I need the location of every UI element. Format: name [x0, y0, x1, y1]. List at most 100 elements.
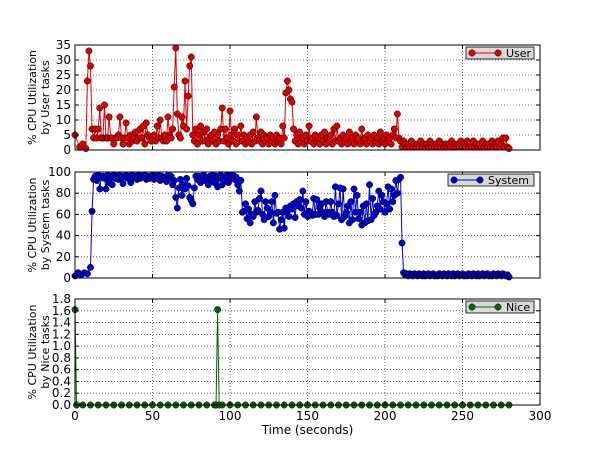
data-point-user-11 [94, 125, 102, 133]
data-point-system-178 [355, 215, 363, 223]
ylabel-nice-line-0: % CPU Utilization [26, 305, 39, 400]
data-point-system-60 [172, 193, 180, 201]
data-point-system-168 [339, 185, 347, 193]
data-point-system-11 [96, 185, 104, 193]
data-point-system-108 [246, 219, 254, 227]
ytick-label-nice-6: 1.2 [52, 327, 71, 341]
ytick-label-nice-4: 0.8 [52, 351, 71, 365]
ytick-label-system-1: 20 [56, 250, 71, 264]
data-point-user-192 [376, 128, 384, 136]
data-point-user-55 [164, 113, 172, 121]
xtick-label-nice-5: 250 [451, 409, 474, 423]
data-point-user-90 [218, 104, 226, 112]
data-point-system-179 [356, 208, 364, 216]
legend-marker-right-user [494, 49, 502, 57]
data-point-user-60 [172, 44, 180, 52]
ytick-label-user-6: 30 [56, 53, 71, 67]
xtick-label-nice-4: 200 [374, 409, 397, 423]
data-point-user-203 [393, 110, 401, 118]
ylabel-user-line-1: by User tasks [39, 60, 52, 135]
panel-nice: 0.00.20.40.60.81.01.21.41.61.8 0 50 100 150 2… [26, 292, 551, 437]
data-point-system-61 [173, 204, 181, 212]
data-point-system-175 [350, 185, 358, 193]
data-point-user-71 [189, 131, 197, 139]
ytick-label-nice-8: 1.6 [52, 304, 71, 318]
data-point-user-63 [176, 134, 184, 142]
data-point-system-174 [349, 216, 356, 224]
data-point-system-205 [397, 173, 404, 181]
data-point-user-21 [110, 140, 118, 148]
data-point-user-160 [327, 131, 335, 139]
data-point-user-70 [187, 53, 195, 61]
data-point-system-101 [235, 187, 243, 195]
data-point-system-187 [369, 195, 377, 202]
data-point-system-81 [204, 181, 212, 189]
ytick-label-system-5: 100 [48, 165, 71, 179]
data-point-user-156 [321, 128, 328, 136]
ytick-label-user-0: 0 [63, 143, 71, 157]
data-point-user-64 [178, 113, 186, 121]
plot-area-system [75, 172, 540, 278]
data-point-user-5 [85, 47, 93, 55]
legend-user: User [465, 46, 535, 60]
data-point-system-196 [383, 200, 390, 208]
legend-label-system: System [488, 174, 529, 187]
data-point-user-26 [119, 140, 127, 148]
ytick-label-system-2: 40 [56, 229, 71, 243]
ytick-label-user-3: 15 [56, 98, 71, 112]
data-point-system-165 [335, 200, 342, 208]
data-point-system-130 [280, 224, 288, 232]
data-point-user-38 [138, 134, 146, 142]
data-point-system-118 [262, 198, 270, 206]
data-point-system-183 [362, 200, 370, 208]
data-point-user-40 [141, 140, 149, 148]
ytick-label-user-2: 10 [56, 113, 71, 127]
data-point-system-113 [254, 206, 262, 214]
data-point-system-67 [183, 174, 191, 182]
ytick-label-user-5: 25 [56, 68, 71, 82]
data-point-user-80 [203, 125, 211, 133]
legend-marker-left-nice [468, 303, 476, 311]
data-point-user-48 [153, 122, 161, 130]
ytick-label-system-3: 60 [56, 207, 71, 221]
data-point-system-124 [271, 191, 279, 199]
data-point-user-41 [142, 119, 150, 127]
ytick-label-nice-2: 0.4 [52, 374, 71, 388]
ylabel-user-line-0: % CPU Utilization [26, 50, 39, 145]
ytick-label-nice-7: 1.4 [52, 316, 71, 330]
data-point-system-64 [178, 191, 186, 199]
data-point-system-206 [398, 239, 406, 247]
ytick-label-nice-9: 1.8 [52, 292, 71, 306]
data-point-system-151 [313, 196, 321, 204]
data-point-system-72 [190, 184, 198, 192]
data-point-system-31 [127, 179, 135, 187]
data-point-system-71 [189, 200, 197, 208]
data-point-user-273 [502, 134, 510, 142]
data-point-system-198 [386, 205, 394, 213]
data-point-system-170 [342, 208, 350, 216]
data-point-user-132 [283, 77, 291, 85]
data-point-user-76 [197, 122, 205, 130]
data-point-user-199 [387, 140, 395, 148]
data-point-system-141 [297, 204, 305, 212]
data-point-user-102 [237, 122, 245, 130]
data-point-user-140 [296, 128, 304, 136]
data-point-system-26 [119, 180, 127, 188]
legend-marker-right-nice [494, 303, 502, 311]
data-point-system-6 [88, 207, 96, 215]
data-point-system-193 [378, 191, 386, 199]
data-point-system-142 [299, 187, 307, 195]
data-point-system-160 [327, 198, 335, 206]
data-point-system-185 [366, 181, 373, 189]
data-point-system-122 [268, 198, 276, 206]
data-point-system-68 [184, 182, 192, 190]
data-point-system-140 [296, 196, 304, 204]
legend-box-system [447, 173, 535, 187]
data-point-user-146 [305, 122, 313, 130]
ytick-label-nice-1: 0.2 [52, 386, 71, 400]
data-point-user-58 [169, 125, 177, 133]
data-point-user-69 [186, 62, 194, 70]
data-point-system-144 [302, 198, 310, 206]
data-point-user-275 [505, 145, 513, 152]
